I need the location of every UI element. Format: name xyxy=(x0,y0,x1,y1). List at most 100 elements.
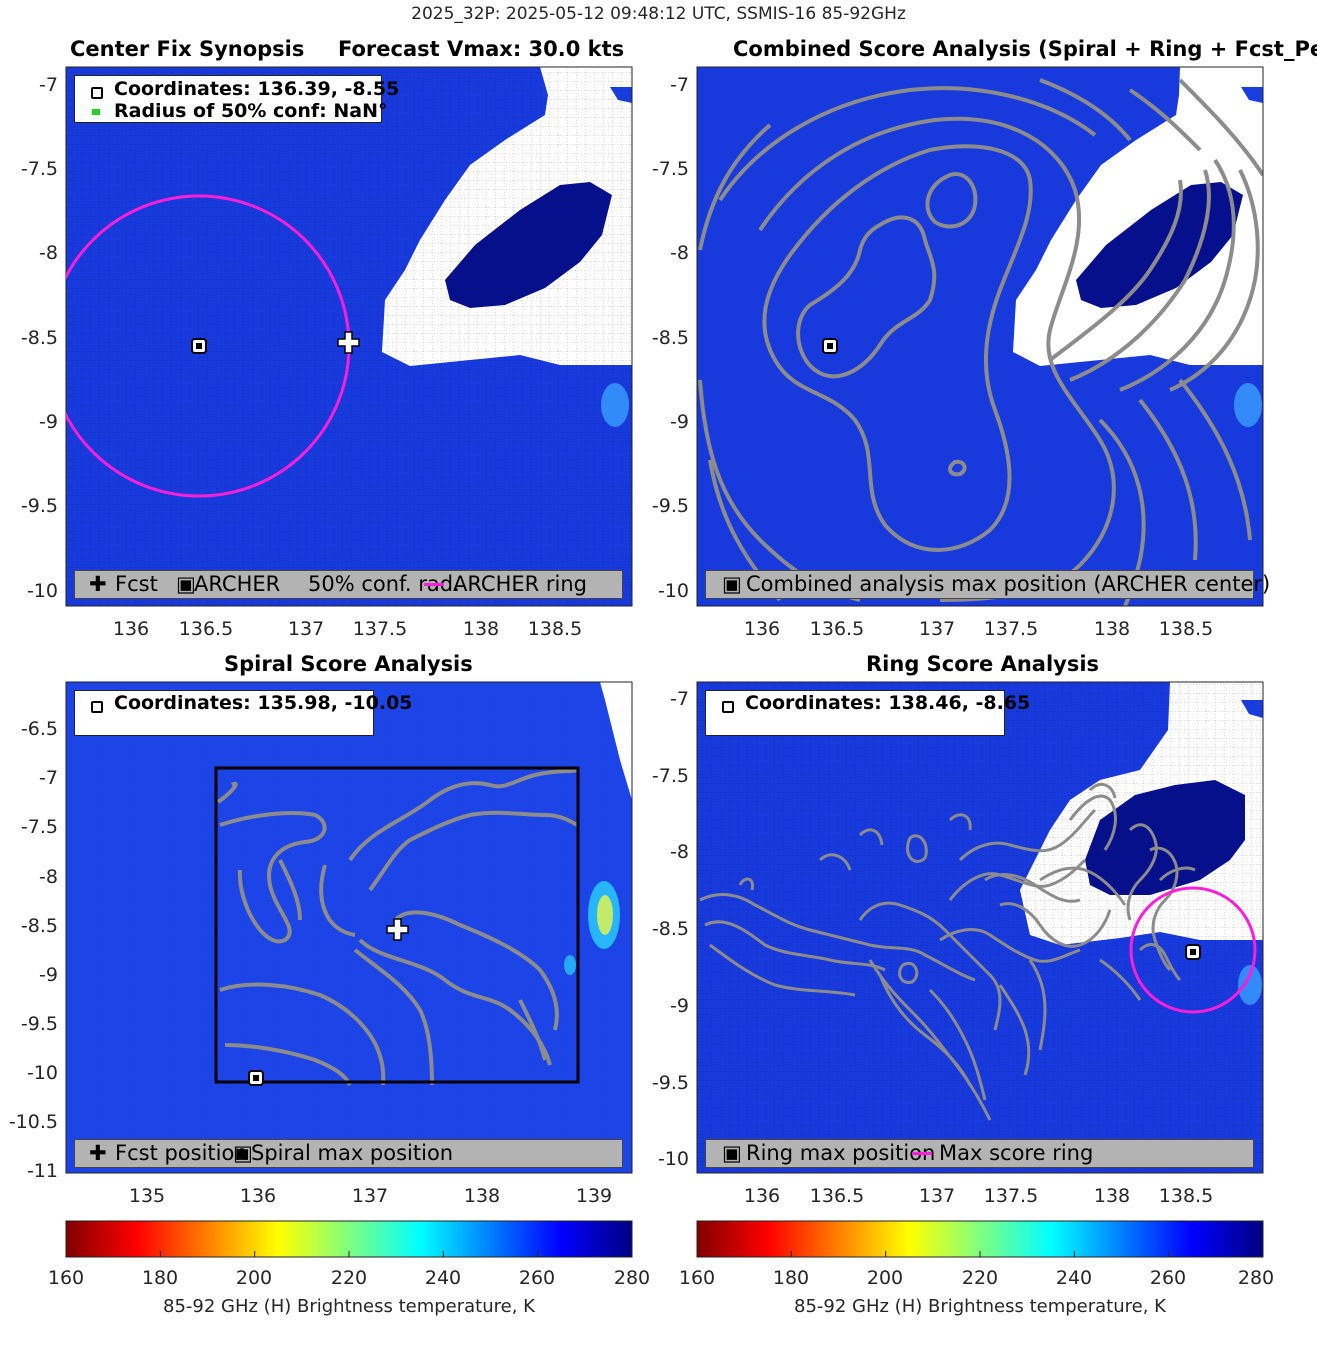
panel2-contours xyxy=(698,78,1263,606)
fcst-position-legend-icon: ✚ xyxy=(89,1141,107,1165)
legend-archer-ring: ARCHER ring xyxy=(453,572,588,596)
legend-spiral-max: Spiral max position xyxy=(251,1141,454,1165)
panel3-search-box xyxy=(214,766,580,1084)
p2-ytick: -9.5 xyxy=(651,495,689,517)
p2-xtick: 138 xyxy=(1093,618,1131,640)
p2-ytick: -8 xyxy=(670,242,689,264)
p3-xtick: 137 xyxy=(351,1185,389,1207)
p4-ytick: -7 xyxy=(670,688,689,710)
p1-ytick: -8 xyxy=(39,242,58,264)
p1-ytick: -9 xyxy=(39,411,58,433)
panel3-spiral-marker xyxy=(248,1070,264,1086)
panel2-legend: ▣ Combined analysis max position (ARCHER… xyxy=(705,570,1270,599)
archer-legend-square-icon: ▣ xyxy=(176,572,196,596)
panel2-archer-marker xyxy=(822,338,838,354)
cb2-tick: 240 xyxy=(1055,1267,1093,1289)
confidence-legend-icon xyxy=(92,109,100,115)
p4-xtick: 137 xyxy=(918,1185,956,1207)
p2-xtick: 136.5 xyxy=(809,618,865,640)
p4-xtick: 138 xyxy=(1093,1185,1131,1207)
panel1-legend: ✚ Fcst ▣ ARCHER 50% conf. rad. ARCHER ri… xyxy=(74,570,623,599)
p3-xtick: 138 xyxy=(463,1185,501,1207)
p3-ytick: -8 xyxy=(39,866,58,888)
panel2-cold-region xyxy=(1013,67,1263,366)
cb1-tick: 240 xyxy=(424,1267,462,1289)
p4-ytick: -10 xyxy=(657,1148,689,1170)
p3-ytick: -9 xyxy=(39,964,58,986)
panel4-max-score-ring xyxy=(1129,886,1257,1014)
p1-xtick: 136.5 xyxy=(178,618,234,640)
p2-ytick: -10 xyxy=(657,580,689,602)
panel2-title: Combined Score Analysis (Spiral + Ring +… xyxy=(733,37,1317,61)
p3-ytick: -7 xyxy=(39,767,58,789)
panel1-coordinates: Coordinates: 136.39, -8.55 xyxy=(114,78,400,100)
panel1-fcst-marker xyxy=(337,331,360,354)
legend-fcst: Fcst xyxy=(115,572,158,596)
p1-xtick: 136 xyxy=(112,618,150,640)
fcst-legend-icon: ✚ xyxy=(89,572,107,596)
panel2-deep-region xyxy=(1076,182,1243,308)
p3-xtick: 136 xyxy=(239,1185,277,1207)
colorbar1-label: 85-92 GHz (H) Brightness temperature, K xyxy=(163,1296,535,1317)
panel4-ring-marker xyxy=(1185,944,1201,960)
p3-ytick: -9.5 xyxy=(20,1013,58,1035)
panel1-infobox: Coordinates: 136.39, -8.55 Radius of 50%… xyxy=(74,75,399,123)
p3-ytick: -10.5 xyxy=(8,1111,58,1133)
p4-ytick: -9 xyxy=(670,995,689,1017)
legend-ring-max: Ring max position xyxy=(746,1141,936,1165)
p1-ytick: -10 xyxy=(26,580,58,602)
archer-legend-icon xyxy=(91,87,103,99)
p3-ytick: -8.5 xyxy=(20,915,58,937)
p2-xtick: 136 xyxy=(743,618,781,640)
max-ring-legend-line-icon xyxy=(912,1152,932,1155)
p1-ytick: -9.5 xyxy=(20,495,58,517)
legend-fcst-position: Fcst position xyxy=(115,1141,248,1165)
p2-ytick: -7.5 xyxy=(651,158,689,180)
panel3-title: Spiral Score Analysis xyxy=(224,652,473,676)
cb2-tick: 280 xyxy=(1237,1267,1275,1289)
cb1-tick: 160 xyxy=(47,1267,85,1289)
cb2-tick: 160 xyxy=(678,1267,716,1289)
panel3-legend: ✚ Fcst position ▣ Spiral max position xyxy=(74,1139,623,1168)
legend-archer: ARCHER xyxy=(194,572,281,596)
p4-ytick: -9.5 xyxy=(651,1072,689,1094)
panel4-title: Ring Score Analysis xyxy=(866,652,1100,676)
markers xyxy=(191,331,1201,1086)
panel1-archer-marker xyxy=(191,338,207,354)
p4-xtick: 138.5 xyxy=(1158,1185,1214,1207)
legend-max-ring: Max score ring xyxy=(939,1141,1094,1165)
p4-xtick: 137.5 xyxy=(983,1185,1039,1207)
panel3-coordinates: Coordinates: 135.98, -10.05 xyxy=(114,692,413,714)
p1-xtick: 138 xyxy=(462,618,500,640)
p3-xtick: 135 xyxy=(128,1185,166,1207)
combined-legend-icon: ▣ xyxy=(722,572,742,596)
ring-max-legend-icon: ▣ xyxy=(722,1141,742,1165)
p2-ytick: -7 xyxy=(670,74,689,96)
cb1-tick: 280 xyxy=(613,1267,651,1289)
p3-ytick: -10 xyxy=(26,1062,58,1084)
panel4-plot xyxy=(697,682,1263,1173)
p1-xtick: 137.5 xyxy=(352,618,408,640)
panel1-radius: Radius of 50% conf: NaN° xyxy=(114,100,388,122)
p1-ytick: -7 xyxy=(39,74,58,96)
p1-xtick: 138.5 xyxy=(527,618,583,640)
p1-ytick: -8.5 xyxy=(20,327,58,349)
p1-ytick: -7.5 xyxy=(20,158,58,180)
p3-ytick: -11 xyxy=(26,1160,58,1182)
panel4-legend: ▣ Ring max position Max score ring xyxy=(705,1139,1254,1168)
ring-legend-icon xyxy=(722,701,734,713)
panel4-coordinates: Coordinates: 138.46, -8.65 xyxy=(745,692,1031,714)
panel3-plot xyxy=(66,682,632,1173)
panel3-contours xyxy=(216,768,579,1086)
colorbar2-label: 85-92 GHz (H) Brightness temperature, K xyxy=(794,1296,1166,1317)
cb1-tick: 260 xyxy=(518,1267,556,1289)
p3-xtick: 139 xyxy=(575,1185,613,1207)
p2-xtick: 137 xyxy=(918,618,956,640)
spiral-max-legend-icon: ▣ xyxy=(233,1141,253,1165)
p4-ytick: -8.5 xyxy=(651,918,689,940)
panel4-contours xyxy=(699,782,1196,1121)
cb1-tick: 220 xyxy=(330,1267,368,1289)
cb1-tick: 180 xyxy=(141,1267,179,1289)
p3-ytick: -6.5 xyxy=(20,718,58,740)
